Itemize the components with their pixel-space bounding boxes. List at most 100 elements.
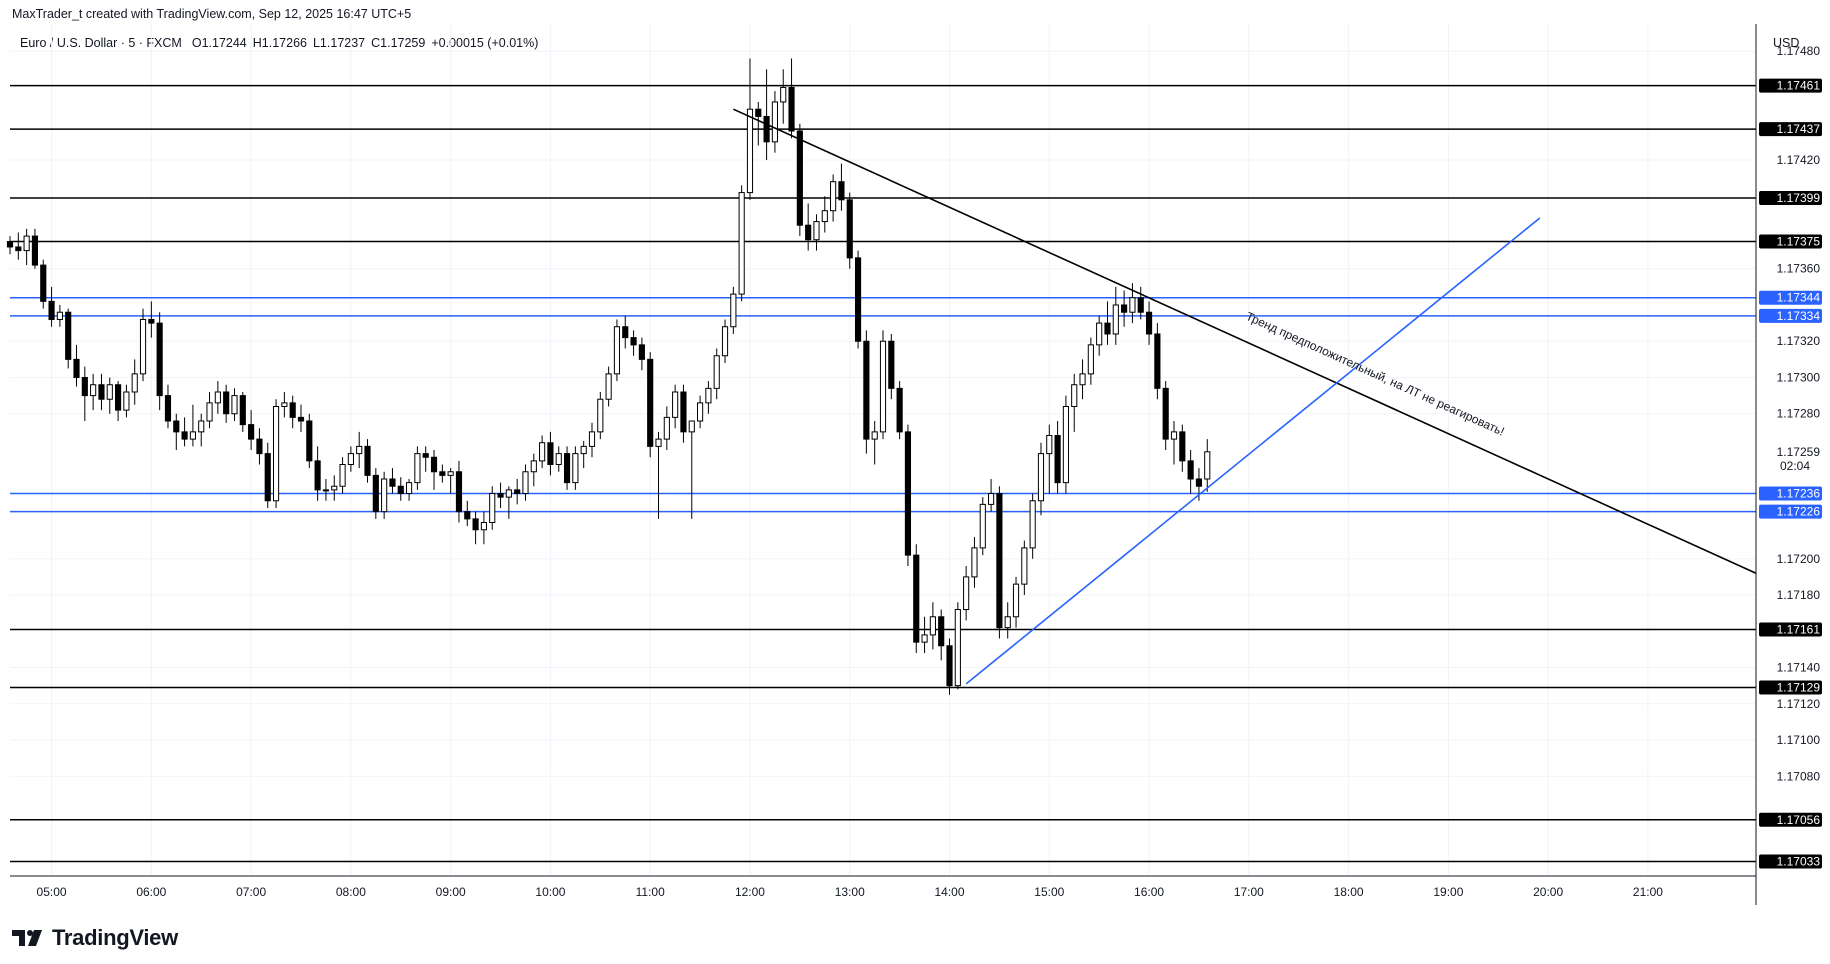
candle bbox=[1096, 315, 1103, 356]
candle-body-down bbox=[65, 311, 72, 360]
level-price-tag bbox=[1759, 191, 1822, 206]
currency-label[interactable]: USD bbox=[1773, 36, 1800, 50]
candle-body-up bbox=[1170, 431, 1178, 440]
candle-body-down bbox=[563, 453, 571, 484]
time-tick-label: 07:00 bbox=[236, 885, 266, 899]
candle bbox=[297, 404, 305, 432]
candle bbox=[505, 486, 512, 519]
axes: 1.17480 1.17420 1.17360 1.17320 1.17300 1.172… bbox=[10, 24, 1820, 905]
candle-body-down bbox=[647, 358, 654, 447]
candle bbox=[1021, 540, 1028, 596]
candle-body-up bbox=[480, 522, 487, 531]
candle-body-up bbox=[272, 405, 280, 502]
candle-body-down bbox=[1154, 333, 1161, 389]
trend-lines: Тренд предположительный, на ЛТ не реагир… bbox=[733, 108, 1757, 685]
candle bbox=[896, 381, 903, 440]
candle bbox=[738, 185, 745, 302]
level-price-tag bbox=[1759, 78, 1822, 93]
candle-body-down bbox=[497, 493, 504, 498]
candle bbox=[231, 388, 238, 421]
candle-body-down bbox=[630, 337, 637, 346]
candle-body-up bbox=[555, 453, 562, 466]
candle bbox=[605, 366, 612, 407]
ohlc-open: O1.17244 bbox=[191, 36, 247, 50]
candle bbox=[372, 468, 379, 519]
candle bbox=[364, 439, 371, 483]
level-price-tag bbox=[1759, 680, 1822, 695]
candle bbox=[613, 319, 621, 382]
candle-body-up bbox=[530, 460, 537, 473]
candle bbox=[1204, 439, 1211, 492]
candle-body-up bbox=[214, 391, 221, 404]
candle-body-down bbox=[996, 493, 1003, 629]
candle bbox=[6, 236, 14, 255]
candle-body-up bbox=[705, 387, 712, 404]
candle bbox=[921, 616, 928, 654]
trend-annotation: Тренд предположительный, на ЛТ не реагир… bbox=[1244, 309, 1507, 438]
candle bbox=[996, 486, 1003, 639]
time-tick-label: 09:00 bbox=[436, 885, 466, 899]
candle bbox=[622, 315, 629, 349]
candle-body-down bbox=[148, 318, 155, 324]
level-price-label: 1.17226 bbox=[1777, 505, 1821, 519]
candle bbox=[514, 479, 521, 505]
candle bbox=[904, 424, 912, 567]
candle bbox=[1071, 373, 1078, 432]
symbol-name[interactable]: Euro / U.S. Dollar · 5 · FXCM bbox=[20, 36, 182, 50]
candle bbox=[489, 486, 496, 530]
candle-body-up bbox=[871, 431, 878, 440]
candle bbox=[381, 471, 388, 519]
tradingview-logo-icon bbox=[12, 930, 42, 946]
candle-body-down bbox=[15, 246, 22, 252]
candle-body-down bbox=[430, 456, 438, 473]
candle bbox=[971, 537, 978, 588]
candle bbox=[1154, 323, 1161, 400]
candle bbox=[1054, 420, 1061, 494]
candle-body-up bbox=[1029, 500, 1036, 549]
candle-body-up bbox=[713, 355, 720, 389]
tradingview-logo[interactable]: TradingView bbox=[12, 925, 178, 951]
candle-body-up bbox=[588, 431, 596, 447]
price-tick-label: 1.17140 bbox=[1777, 661, 1821, 675]
level-price-label: 1.17033 bbox=[1777, 854, 1821, 868]
candle bbox=[647, 352, 654, 458]
candle-body-up bbox=[1062, 405, 1069, 484]
candle bbox=[763, 69, 770, 160]
candle-body-up bbox=[597, 398, 604, 433]
candle-body-down bbox=[838, 181, 845, 201]
candle bbox=[680, 384, 687, 443]
candle bbox=[854, 250, 862, 349]
candle-body-down bbox=[1179, 431, 1186, 462]
level-price-label: 1.17344 bbox=[1777, 291, 1821, 305]
candle bbox=[131, 359, 138, 405]
candle bbox=[439, 464, 446, 483]
candle-body-down bbox=[888, 340, 895, 389]
candle-body-down bbox=[863, 340, 870, 440]
candle-body-down bbox=[73, 358, 80, 378]
candle-body-down bbox=[364, 445, 371, 476]
time-tick-label: 17:00 bbox=[1234, 885, 1264, 899]
candle bbox=[821, 196, 828, 233]
price-tick-label: 1.17480 bbox=[1777, 44, 1821, 58]
level-price-label: 1.17375 bbox=[1777, 235, 1821, 249]
candle-body-up bbox=[331, 485, 338, 491]
candle-body-up bbox=[1046, 434, 1053, 455]
candle bbox=[90, 373, 97, 411]
candle-body-down bbox=[31, 235, 39, 266]
candle bbox=[1037, 442, 1045, 516]
level-price-tag bbox=[1759, 854, 1822, 869]
candle bbox=[314, 446, 321, 501]
candle-body-up bbox=[572, 453, 579, 484]
candle bbox=[988, 479, 995, 512]
candle bbox=[156, 312, 163, 411]
candle bbox=[1087, 337, 1094, 385]
candle-body-up bbox=[821, 210, 828, 223]
level-price-tag bbox=[1759, 234, 1822, 249]
candle bbox=[430, 450, 438, 490]
candle bbox=[871, 420, 878, 465]
price-tick-label: 1.17120 bbox=[1777, 697, 1821, 711]
time-tick-label: 16:00 bbox=[1134, 885, 1164, 899]
candle bbox=[272, 399, 280, 509]
candle bbox=[1112, 286, 1119, 345]
